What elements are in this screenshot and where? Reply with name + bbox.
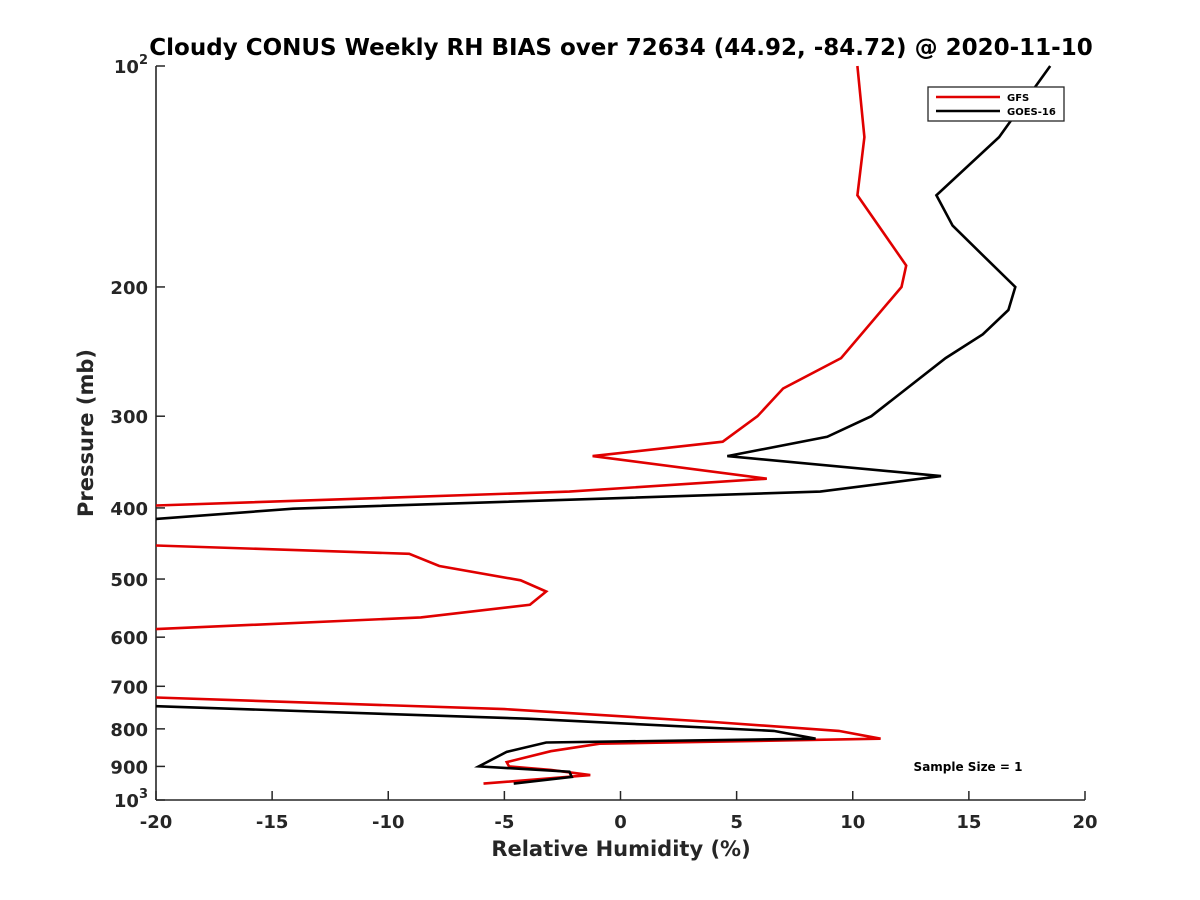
- y-tick-label: 600: [110, 628, 148, 649]
- x-tick-label: -15: [256, 812, 289, 833]
- y-tick-label: 400: [110, 499, 148, 520]
- series-line-goes-16: [156, 704, 816, 785]
- x-tick-label: -5: [494, 812, 514, 833]
- y-tick-label: 300: [110, 407, 148, 428]
- legend-label: GOES-16: [1007, 107, 1056, 118]
- y-tick-label: 200: [110, 278, 148, 299]
- series-line-goes-16: [156, 65, 1052, 521]
- y-axis-label: Pressure (mb): [74, 349, 98, 517]
- y-tick-label: 102: [114, 53, 148, 78]
- y-tick-label: 500: [110, 570, 148, 591]
- y-tick-label: 103: [114, 787, 148, 812]
- x-tick-label: -10: [372, 812, 405, 833]
- y-tick-label: 700: [110, 677, 148, 698]
- legend: GFS GOES-16: [927, 86, 1065, 122]
- x-axis-label: Relative Humidity (%): [491, 837, 750, 861]
- series-line-gfs: [156, 544, 549, 631]
- x-tick-label: 0: [614, 812, 627, 833]
- legend-label: GFS: [1007, 93, 1029, 104]
- x-tick-label: 10: [840, 812, 865, 833]
- chart-title: Cloudy CONUS Weekly RH BIAS over 72634 (…: [149, 35, 1092, 61]
- x-tick-label: -20: [140, 812, 173, 833]
- y-tick-label: 900: [110, 757, 148, 778]
- legend-box: [927, 86, 1065, 122]
- y-tick-label: 800: [110, 720, 148, 741]
- sample-size-annotation: Sample Size = 1: [914, 760, 1023, 774]
- axes: -20 -15 -10 -5 0 5 10 15 20 102 200 300 400 500 600 700…: [110, 53, 1097, 833]
- plot-frame: [156, 66, 1085, 800]
- series-layer: [156, 65, 1052, 785]
- series-line-gfs: [156, 65, 908, 507]
- x-tick-label: 5: [730, 812, 743, 833]
- x-tick-label: 20: [1072, 812, 1097, 833]
- x-tick-label: 15: [956, 812, 981, 833]
